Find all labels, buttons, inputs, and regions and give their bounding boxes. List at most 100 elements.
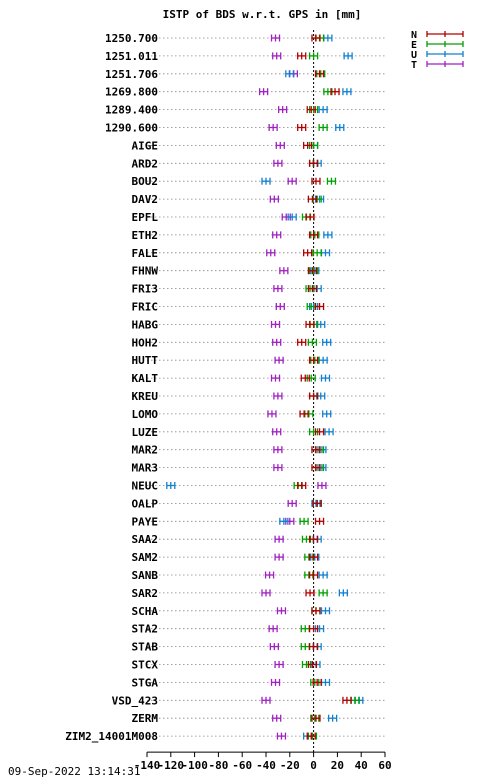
y-tick-label: NEUC: [132, 480, 159, 493]
series-N: [297, 34, 352, 740]
marker-T-OALP: [287, 499, 297, 507]
legend-marker-T: [426, 61, 464, 67]
marker-U-1251.706: [285, 70, 295, 78]
marker-U-ZERM: [327, 714, 338, 722]
marker-T-1269.800: [258, 88, 269, 96]
marker-T-AIGE: [275, 141, 285, 149]
marker-U-SCHA: [320, 607, 331, 615]
marker-N-NEUC: [297, 482, 307, 489]
marker-T-LOMO: [267, 410, 277, 418]
marker-T-ETH2: [272, 231, 282, 239]
series-U: [166, 34, 364, 740]
x-tick-label: -20: [280, 759, 300, 772]
marker-N-SAR2: [305, 589, 315, 597]
marker-N-STA2: [308, 625, 319, 633]
marker-N-LUZE: [314, 428, 325, 436]
marker-U-LUZE: [324, 428, 334, 436]
legend-label-E: E: [411, 40, 417, 51]
marker-N-1289.400: [306, 106, 316, 114]
marker-T-MAR3: [273, 464, 283, 472]
marker-N-ZERM: [311, 714, 321, 722]
y-tick-label: MAR2: [132, 444, 159, 457]
marker-T-FALE: [266, 249, 276, 257]
x-tick-label: -80: [208, 759, 228, 772]
marker-U-EPFL: [287, 213, 297, 221]
marker-N-KREU: [308, 392, 319, 400]
marker-E-FALE: [312, 249, 322, 257]
grid-lines: [147, 37, 385, 737]
marker-N-1250.700: [311, 34, 321, 42]
marker-T-ZIM2_14001M008: [276, 732, 287, 740]
marker-E-HOH2: [307, 338, 318, 346]
y-tick-label: HABG: [132, 318, 159, 331]
marker-T-SANB: [264, 571, 275, 579]
timestamp-label: 09-Sep-2022 13:14:31: [8, 765, 141, 778]
y-tick-label: DAV2: [132, 193, 159, 206]
marker-T-HOH2: [272, 338, 282, 346]
y-tick-label: FRIC: [132, 301, 159, 314]
y-tick-label: 1251.706: [105, 68, 158, 81]
marker-U-SAR2: [338, 589, 349, 597]
y-tick-label: HOH2: [132, 336, 159, 349]
marker-T-1290.600: [268, 124, 278, 131]
marker-T-1250.700: [270, 34, 281, 42]
marker-N-SAM2: [308, 553, 319, 561]
marker-T-FHNW: [279, 267, 289, 275]
marker-N-VSD_423: [342, 696, 352, 704]
marker-U-LOMO: [322, 410, 332, 418]
y-tick-label: HUTT: [132, 354, 159, 367]
x-tick-label: 20: [331, 759, 344, 772]
marker-N-SANB: [308, 571, 319, 579]
y-tick-label: SANB: [132, 569, 159, 582]
marker-T-SAR2: [261, 589, 271, 597]
marker-N-1269.800: [330, 88, 340, 96]
marker-T-STA2: [268, 625, 278, 633]
x-tick-label: 40: [355, 759, 368, 772]
y-tick-label: LOMO: [132, 408, 159, 421]
marker-T-SAM2: [274, 553, 284, 561]
y-tick-label: ZERM: [132, 712, 159, 725]
marker-T-1289.400: [278, 106, 288, 114]
marker-T-LUZE: [272, 428, 282, 436]
y-tick-label: 1269.800: [105, 86, 158, 99]
legend-label-U: U: [411, 50, 417, 61]
marker-U-1290.600: [335, 124, 345, 131]
legend-marker-U: [426, 51, 464, 57]
legend-label-N: N: [411, 30, 417, 41]
x-tick-label: 0: [310, 759, 317, 772]
marker-E-PAYE: [299, 517, 309, 525]
marker-N-FRIC: [314, 303, 325, 310]
marker-N-FALE: [302, 249, 313, 257]
y-tick-label: ZIM2_14001M008: [65, 730, 158, 743]
marker-N-BOU2: [311, 177, 321, 185]
marker-N-STGA: [312, 678, 322, 686]
marker-N-STAB: [308, 643, 319, 651]
y-tick-label: ETH2: [132, 229, 159, 242]
marker-E-STA2: [300, 625, 310, 633]
marker-N-HOH2: [297, 338, 307, 346]
y-tick-label: SCHA: [132, 605, 159, 618]
marker-N-ARD2: [308, 159, 319, 167]
marker-N-FRI3: [307, 285, 318, 293]
marker-T-ZERM: [272, 714, 282, 722]
marker-U-SANB: [318, 571, 328, 579]
marker-N-KALT: [300, 374, 310, 382]
marker-U-PAYE: [279, 517, 289, 525]
marker-T-HABG: [270, 320, 281, 328]
marker-U-1269.800: [342, 88, 352, 96]
marker-T-FRI3: [273, 285, 283, 293]
y-tick-label: 1289.400: [105, 104, 158, 117]
legend-marker-E: [426, 41, 464, 47]
y-tick-label: PAYE: [132, 515, 159, 528]
marker-U-ETH2: [323, 231, 333, 239]
y-tick-labels: 1250.700 1251.011 1251.706 1269.800 1289.400…: [65, 32, 158, 743]
marker-U-BOU2: [261, 177, 271, 185]
y-tick-label: STGA: [132, 676, 159, 689]
marker-T-STCX: [274, 661, 284, 668]
y-tick-label: BOU2: [132, 175, 159, 188]
marker-N-SCHA: [311, 607, 321, 615]
marker-N-PAYE: [314, 517, 325, 525]
x-tick-label: -60: [232, 759, 252, 772]
marker-T-STGA: [270, 678, 281, 686]
